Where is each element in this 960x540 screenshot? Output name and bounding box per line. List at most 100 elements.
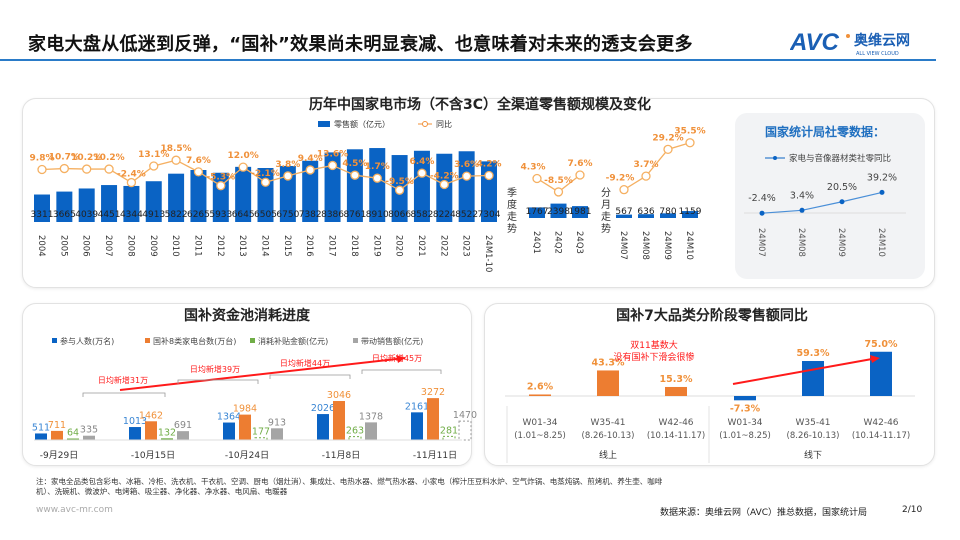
quarter-bar-value: 1981 xyxy=(569,207,592,217)
bar-subsidy xyxy=(67,438,79,440)
bar-participants xyxy=(129,427,141,440)
bar-retail xyxy=(458,151,475,222)
x-tick-label: 2005 xyxy=(58,235,68,257)
bar-value-label: 1378 xyxy=(359,411,383,422)
month-growth-point xyxy=(619,185,629,195)
growth-point xyxy=(283,171,293,181)
arrow-head xyxy=(396,355,405,363)
x-tick-label: 2006 xyxy=(81,235,91,257)
bar-online xyxy=(529,394,551,396)
growth-point xyxy=(327,160,338,171)
growth-point xyxy=(417,168,427,178)
bar-value-label: 2026 xyxy=(311,403,335,414)
daily-increase-label: 日均新增39万 xyxy=(190,364,240,374)
title-divider xyxy=(0,59,936,61)
x-tick-label: 2014 xyxy=(260,235,270,257)
x-tick-label: W42-46 xyxy=(863,418,898,428)
x-tick-label: -9月29日 xyxy=(40,450,78,461)
growth-label: 10.2% xyxy=(71,153,102,163)
bar-retail xyxy=(56,191,73,222)
growth-label: 3.8% xyxy=(275,160,300,170)
bracket xyxy=(361,369,442,374)
month-tick-label: 24M09 xyxy=(662,231,672,260)
bar-value-label: 59.3% xyxy=(797,348,830,359)
bar-value-label: 5822 xyxy=(165,210,188,220)
bar-retail xyxy=(34,194,50,222)
bar-retail xyxy=(78,188,95,222)
svg-text:AVC: AVC xyxy=(790,29,840,56)
month-tick-label: 24M07 xyxy=(618,231,628,260)
bar-value-label: 1013 xyxy=(123,416,147,427)
nbs-point xyxy=(799,207,805,213)
bar-value-label: 6265 xyxy=(187,210,210,220)
bar-offline xyxy=(870,351,892,396)
bar-value-label: 8582 xyxy=(410,210,433,220)
month-growth-label: -9.2% xyxy=(606,174,635,184)
bar-value-label: 15.3% xyxy=(660,374,693,385)
bar-retail xyxy=(302,160,319,222)
growth-label: 9.8% xyxy=(30,154,55,164)
quarterly-label: 季度走势 xyxy=(507,188,517,235)
nbs-point xyxy=(839,199,845,205)
growth-label: 10.7% xyxy=(49,153,80,163)
bar-value-label: 4039 xyxy=(75,210,98,220)
x-tick-sublabel: (1.01~8.25) xyxy=(514,431,566,441)
x-tick-sublabel: (8.26-10.13) xyxy=(582,431,635,441)
growth-point xyxy=(126,177,137,188)
nbs-tick-label: 24M09 xyxy=(836,228,846,257)
bar-retail xyxy=(346,149,363,222)
x-tick-label: 2020 xyxy=(394,235,404,257)
bar-value-label: 8761 xyxy=(343,210,366,220)
bar-value-label: 511 xyxy=(32,422,50,433)
x-tick-label: 2019 xyxy=(371,235,381,257)
x-tick-label: 2013 xyxy=(237,235,247,257)
website-link[interactable]: www.avc-mr.com xyxy=(36,505,113,515)
quarter-bar-value: 2398 xyxy=(547,207,570,217)
x-tick-label: -10月15日 xyxy=(131,450,175,461)
bar-units xyxy=(51,430,63,440)
x-tick-label: W01-34 xyxy=(522,418,557,428)
quarter-growth-label: -8.5% xyxy=(544,176,573,186)
growth-label: -2.4% xyxy=(117,170,146,180)
bar-value-label: 75.0% xyxy=(865,339,898,350)
bar-sales xyxy=(365,422,377,440)
arrow-head xyxy=(870,355,880,363)
bar-value-label: 3272 xyxy=(421,387,445,398)
month-tick-label: 24M08 xyxy=(640,231,650,260)
x-tick-label: 2021 xyxy=(416,235,426,257)
bar-retail xyxy=(101,185,118,222)
x-tick-label: 2007 xyxy=(103,235,113,257)
legend-line-marker xyxy=(422,121,428,127)
growth-label: 3.6% xyxy=(454,160,479,170)
bar-offline xyxy=(734,396,756,401)
nbs-legend-label: 家电与音像器材类社零同比 xyxy=(789,153,891,164)
x-tick-label: -11月8日 xyxy=(322,450,360,461)
growth-point xyxy=(372,173,382,183)
bar-sales xyxy=(458,420,472,441)
bar-units xyxy=(333,401,345,440)
growth-label: 13.1% xyxy=(138,150,169,160)
bar-value-label: 6645 xyxy=(232,210,255,220)
growth-point xyxy=(104,164,114,174)
growth-point xyxy=(260,177,271,187)
bar-value-label: 913 xyxy=(268,417,286,428)
bar-value-label: 4344 xyxy=(120,210,143,220)
month-growth-label: 3.7% xyxy=(634,160,659,170)
legend-line-label: 同比 xyxy=(436,119,452,129)
month-bar-value: 780 xyxy=(659,207,676,217)
growth-label: 18.5% xyxy=(160,144,191,154)
bar-value-label: 3046 xyxy=(327,390,351,401)
x-tick-label: W35-41 xyxy=(795,418,830,428)
growth-point xyxy=(216,181,226,191)
x-tick-sublabel: (10.14-11.17) xyxy=(647,431,705,441)
quarter-tick-label: 24Q1 xyxy=(531,231,541,254)
growth-label: 4.5% xyxy=(342,159,367,169)
bar-value-label: 8066 xyxy=(388,210,411,220)
bar-value-label: 132 xyxy=(158,427,176,438)
legend-label: 国补8类家电台数(万台) xyxy=(153,336,236,346)
growth-label: 13.6% xyxy=(317,149,348,159)
growth-label: 4.2% xyxy=(477,160,502,170)
month-growth-point xyxy=(685,138,695,148)
nbs-value-label: 3.4% xyxy=(790,190,814,201)
